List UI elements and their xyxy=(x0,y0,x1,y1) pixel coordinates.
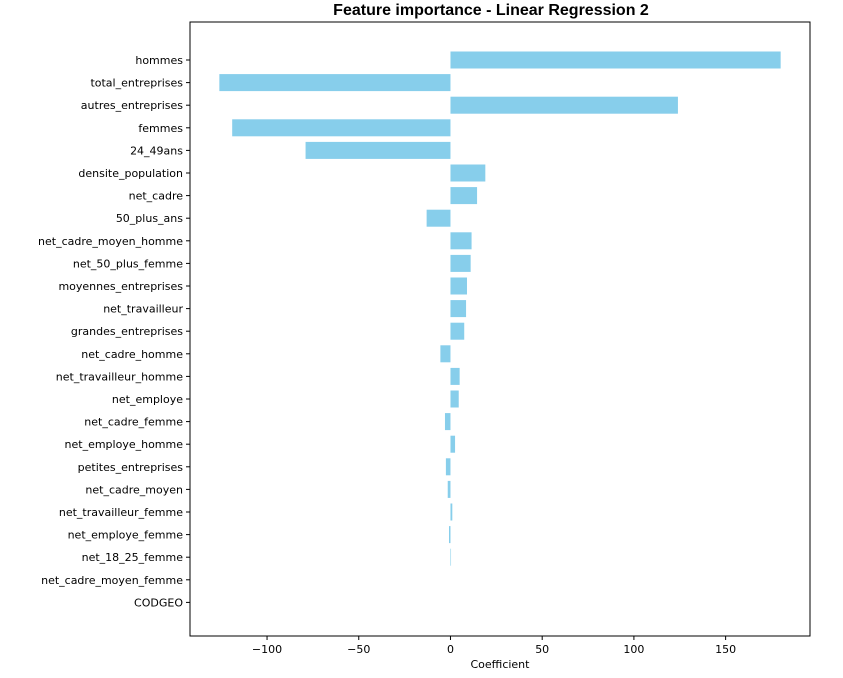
x-tick-label: −100 xyxy=(252,643,282,656)
bar-net-cadre xyxy=(450,187,478,205)
bar-24-49ans xyxy=(305,141,451,159)
bars-layer xyxy=(219,51,781,566)
y-tick-label-net-employe-homme: net_employe_homme xyxy=(65,438,184,451)
y-tick-label-net-cadre-femme: net_cadre_femme xyxy=(84,416,183,429)
bar-net-travailleur-femme xyxy=(450,503,453,521)
y-tick-label-codgeo: CODGEO xyxy=(134,596,183,609)
x-tick-label: 0 xyxy=(447,643,454,656)
y-tick-label-24-49ans: 24_49ans xyxy=(130,144,183,157)
y-tick-label-net-travailleur-homme: net_travailleur_homme xyxy=(56,370,183,383)
bar-50-plus-ans xyxy=(426,209,451,227)
bar-femmes xyxy=(232,119,451,137)
bar-net-travailleur-homme xyxy=(450,367,460,385)
y-tick-label-net-cadre-moyen-femme: net_cadre_moyen_femme xyxy=(41,574,183,587)
y-tick-label-moyennes-entreprises: moyennes_entreprises xyxy=(58,280,183,293)
y-tick-label-net-employe: net_employe xyxy=(112,393,183,406)
y-tick-label-net-travailleur-femme: net_travailleur_femme xyxy=(59,506,183,519)
y-tick-label-net-cadre-homme: net_cadre_homme xyxy=(81,348,183,361)
bar-net-employe xyxy=(450,390,459,408)
y-tick-label-grandes-entreprises: grandes_entreprises xyxy=(71,325,183,338)
y-tick-label-50-plus-ans: 50_plus_ans xyxy=(116,212,183,225)
x-tick-label: 150 xyxy=(715,643,736,656)
bar-moyennes-entreprises xyxy=(450,277,467,295)
bar-grandes-entreprises xyxy=(450,322,465,340)
x-tick-label: 50 xyxy=(535,643,549,656)
bar-net-cadre-homme xyxy=(440,345,451,363)
plot-frame xyxy=(189,21,811,637)
y-tick-label-net-cadre: net_cadre xyxy=(129,190,184,203)
x-ticks: −100 −50 0 50 100 150 xyxy=(252,636,736,656)
bar-hommes xyxy=(450,51,781,69)
y-tick-label-net-18-25-femme: net_18_25_femme xyxy=(82,551,184,564)
y-tick-label-net-employe-femme: net_employe_femme xyxy=(68,529,184,542)
y-tick-label-femmes: femmes xyxy=(138,122,183,135)
y-tick-label-autres-entreprises: autres_entreprises xyxy=(81,99,183,112)
bar-net-18-25-femme xyxy=(450,548,452,566)
chart-title: Feature importance - Linear Regression 2 xyxy=(333,2,649,19)
y-tick-label-densite-population: densite_population xyxy=(78,167,183,180)
y-tick-labels: hommes total_entreprises autres_entreprise… xyxy=(38,54,190,609)
y-tick-label-total-entreprises: total_entreprises xyxy=(90,77,183,90)
bar-total-entreprises xyxy=(219,74,451,92)
x-axis-label: Coefficient xyxy=(471,658,531,671)
y-tick-label-net-travailleur: net_travailleur xyxy=(103,303,183,316)
bar-net-50-plus-femme xyxy=(450,254,471,272)
bar-net-cadre-moyen xyxy=(447,480,451,498)
bar-petites-entreprises xyxy=(445,458,451,476)
y-tick-label-net-cadre-moyen: net_cadre_moyen xyxy=(85,483,183,496)
x-tick-label: 100 xyxy=(623,643,644,656)
y-tick-label-net-50-plus-femme: net_50_plus_femme xyxy=(73,257,183,270)
bar-net-employe-homme xyxy=(450,435,456,453)
y-tick-label-petites-entreprises: petites_entreprises xyxy=(78,461,184,474)
bar-net-cadre-femme xyxy=(444,413,451,431)
bar-net-employe-femme xyxy=(449,526,451,544)
x-tick-label: −50 xyxy=(347,643,370,656)
bar-net-travailleur xyxy=(450,300,467,318)
y-tick-label-hommes: hommes xyxy=(135,54,183,67)
bar-densite-population xyxy=(450,164,486,182)
bar-autres-entreprises xyxy=(450,96,678,114)
y-tick-label-net-cadre-moyen-homme: net_cadre_moyen_homme xyxy=(38,235,183,248)
bar-net-cadre-moyen-homme xyxy=(450,232,472,250)
